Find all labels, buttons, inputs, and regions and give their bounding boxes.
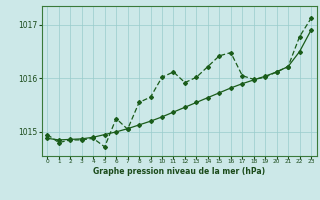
X-axis label: Graphe pression niveau de la mer (hPa): Graphe pression niveau de la mer (hPa) — [93, 167, 265, 176]
